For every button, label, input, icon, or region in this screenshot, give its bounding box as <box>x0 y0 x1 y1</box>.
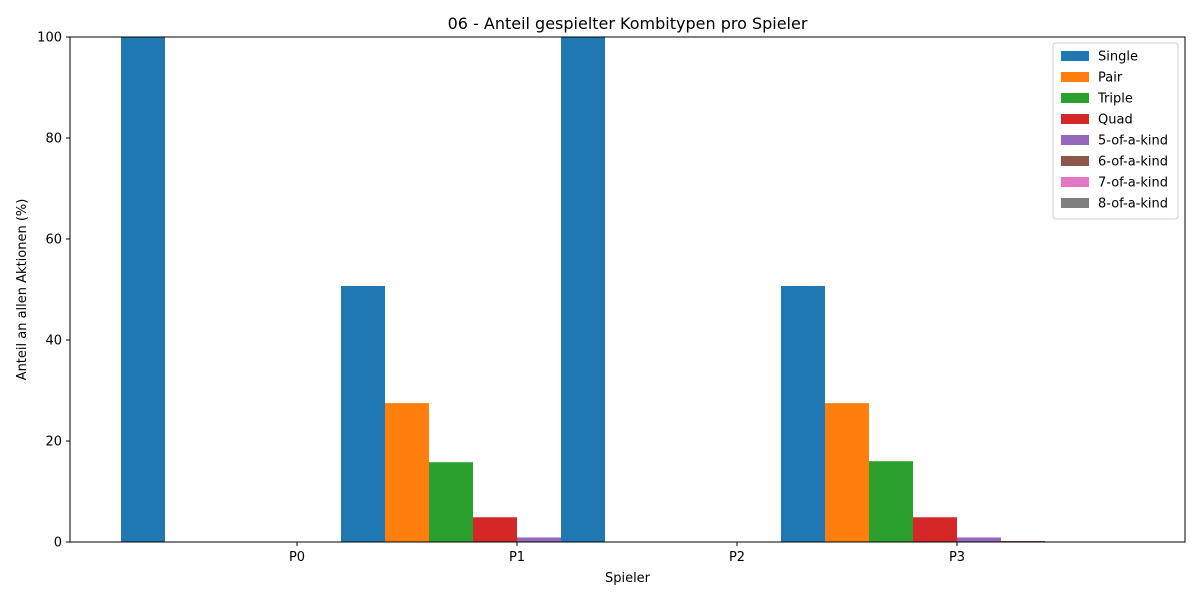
legend-label: 5-of-a-kind <box>1098 134 1168 149</box>
y-axis-label: Anteil an allen Aktionen (%) <box>15 199 30 381</box>
x-tick-label: P0 <box>289 550 305 565</box>
legend-swatch <box>1061 93 1089 103</box>
y-tick-label: 100 <box>37 31 62 46</box>
y-tick-label: 40 <box>45 334 62 349</box>
bar-P1-Single <box>341 285 385 542</box>
legend-label: Single <box>1098 50 1138 65</box>
y-tick-label: 60 <box>45 233 62 248</box>
legend-label: 8-of-a-kind <box>1098 197 1168 212</box>
bar-P3-Pair <box>825 403 869 542</box>
x-tick-label: P2 <box>729 550 745 565</box>
legend-swatch <box>1061 156 1089 166</box>
legend-swatch <box>1061 177 1089 187</box>
y-axis: 0 20 40 60 80 100 <box>37 31 70 551</box>
bar-P1-5-of-a-kind <box>517 537 561 542</box>
bar-P3-5-of-a-kind <box>957 537 1001 542</box>
bar-P1-Pair <box>385 403 429 542</box>
y-tick-label: 0 <box>54 536 62 551</box>
bar-group <box>121 37 1045 542</box>
legend-label: Triple <box>1097 92 1133 107</box>
plot-frame <box>69 36 1186 543</box>
x-tick-label: P1 <box>509 550 525 565</box>
chart-title: 06 - Anteil gespielter Kombitypen pro Sp… <box>448 14 808 33</box>
bar-P3-Single <box>781 285 825 542</box>
legend-label: Pair <box>1098 71 1123 86</box>
bar-P3-Triple <box>869 461 913 542</box>
legend-swatch <box>1061 135 1089 145</box>
x-axis: P0 P1 P2 P3 <box>289 542 965 565</box>
legend-swatch <box>1061 51 1089 61</box>
legend-swatch <box>1061 72 1089 82</box>
y-tick-label: 20 <box>45 435 62 450</box>
legend-label: 7-of-a-kind <box>1098 176 1168 191</box>
legend-label: Quad <box>1098 113 1133 128</box>
bar-P3-Quad <box>913 517 957 542</box>
legend-box <box>1052 42 1179 220</box>
bar-P1-Quad <box>473 517 517 542</box>
legend-label: 6-of-a-kind <box>1098 155 1168 170</box>
legend-swatch <box>1061 198 1089 208</box>
y-tick-label: 80 <box>45 132 62 147</box>
x-tick-label: P3 <box>949 550 965 565</box>
bar-P3-6-of-a-kind <box>1001 540 1045 542</box>
legend: Single Pair Triple Quad 5-of-a-kind 6-of-a-ki… <box>1052 42 1179 220</box>
legend-swatch <box>1061 114 1089 124</box>
x-axis-label: Spieler <box>605 571 651 586</box>
bar-P1-Triple <box>429 462 473 542</box>
bar-P2-Single <box>561 37 605 542</box>
bar-P0-Single <box>121 37 165 542</box>
